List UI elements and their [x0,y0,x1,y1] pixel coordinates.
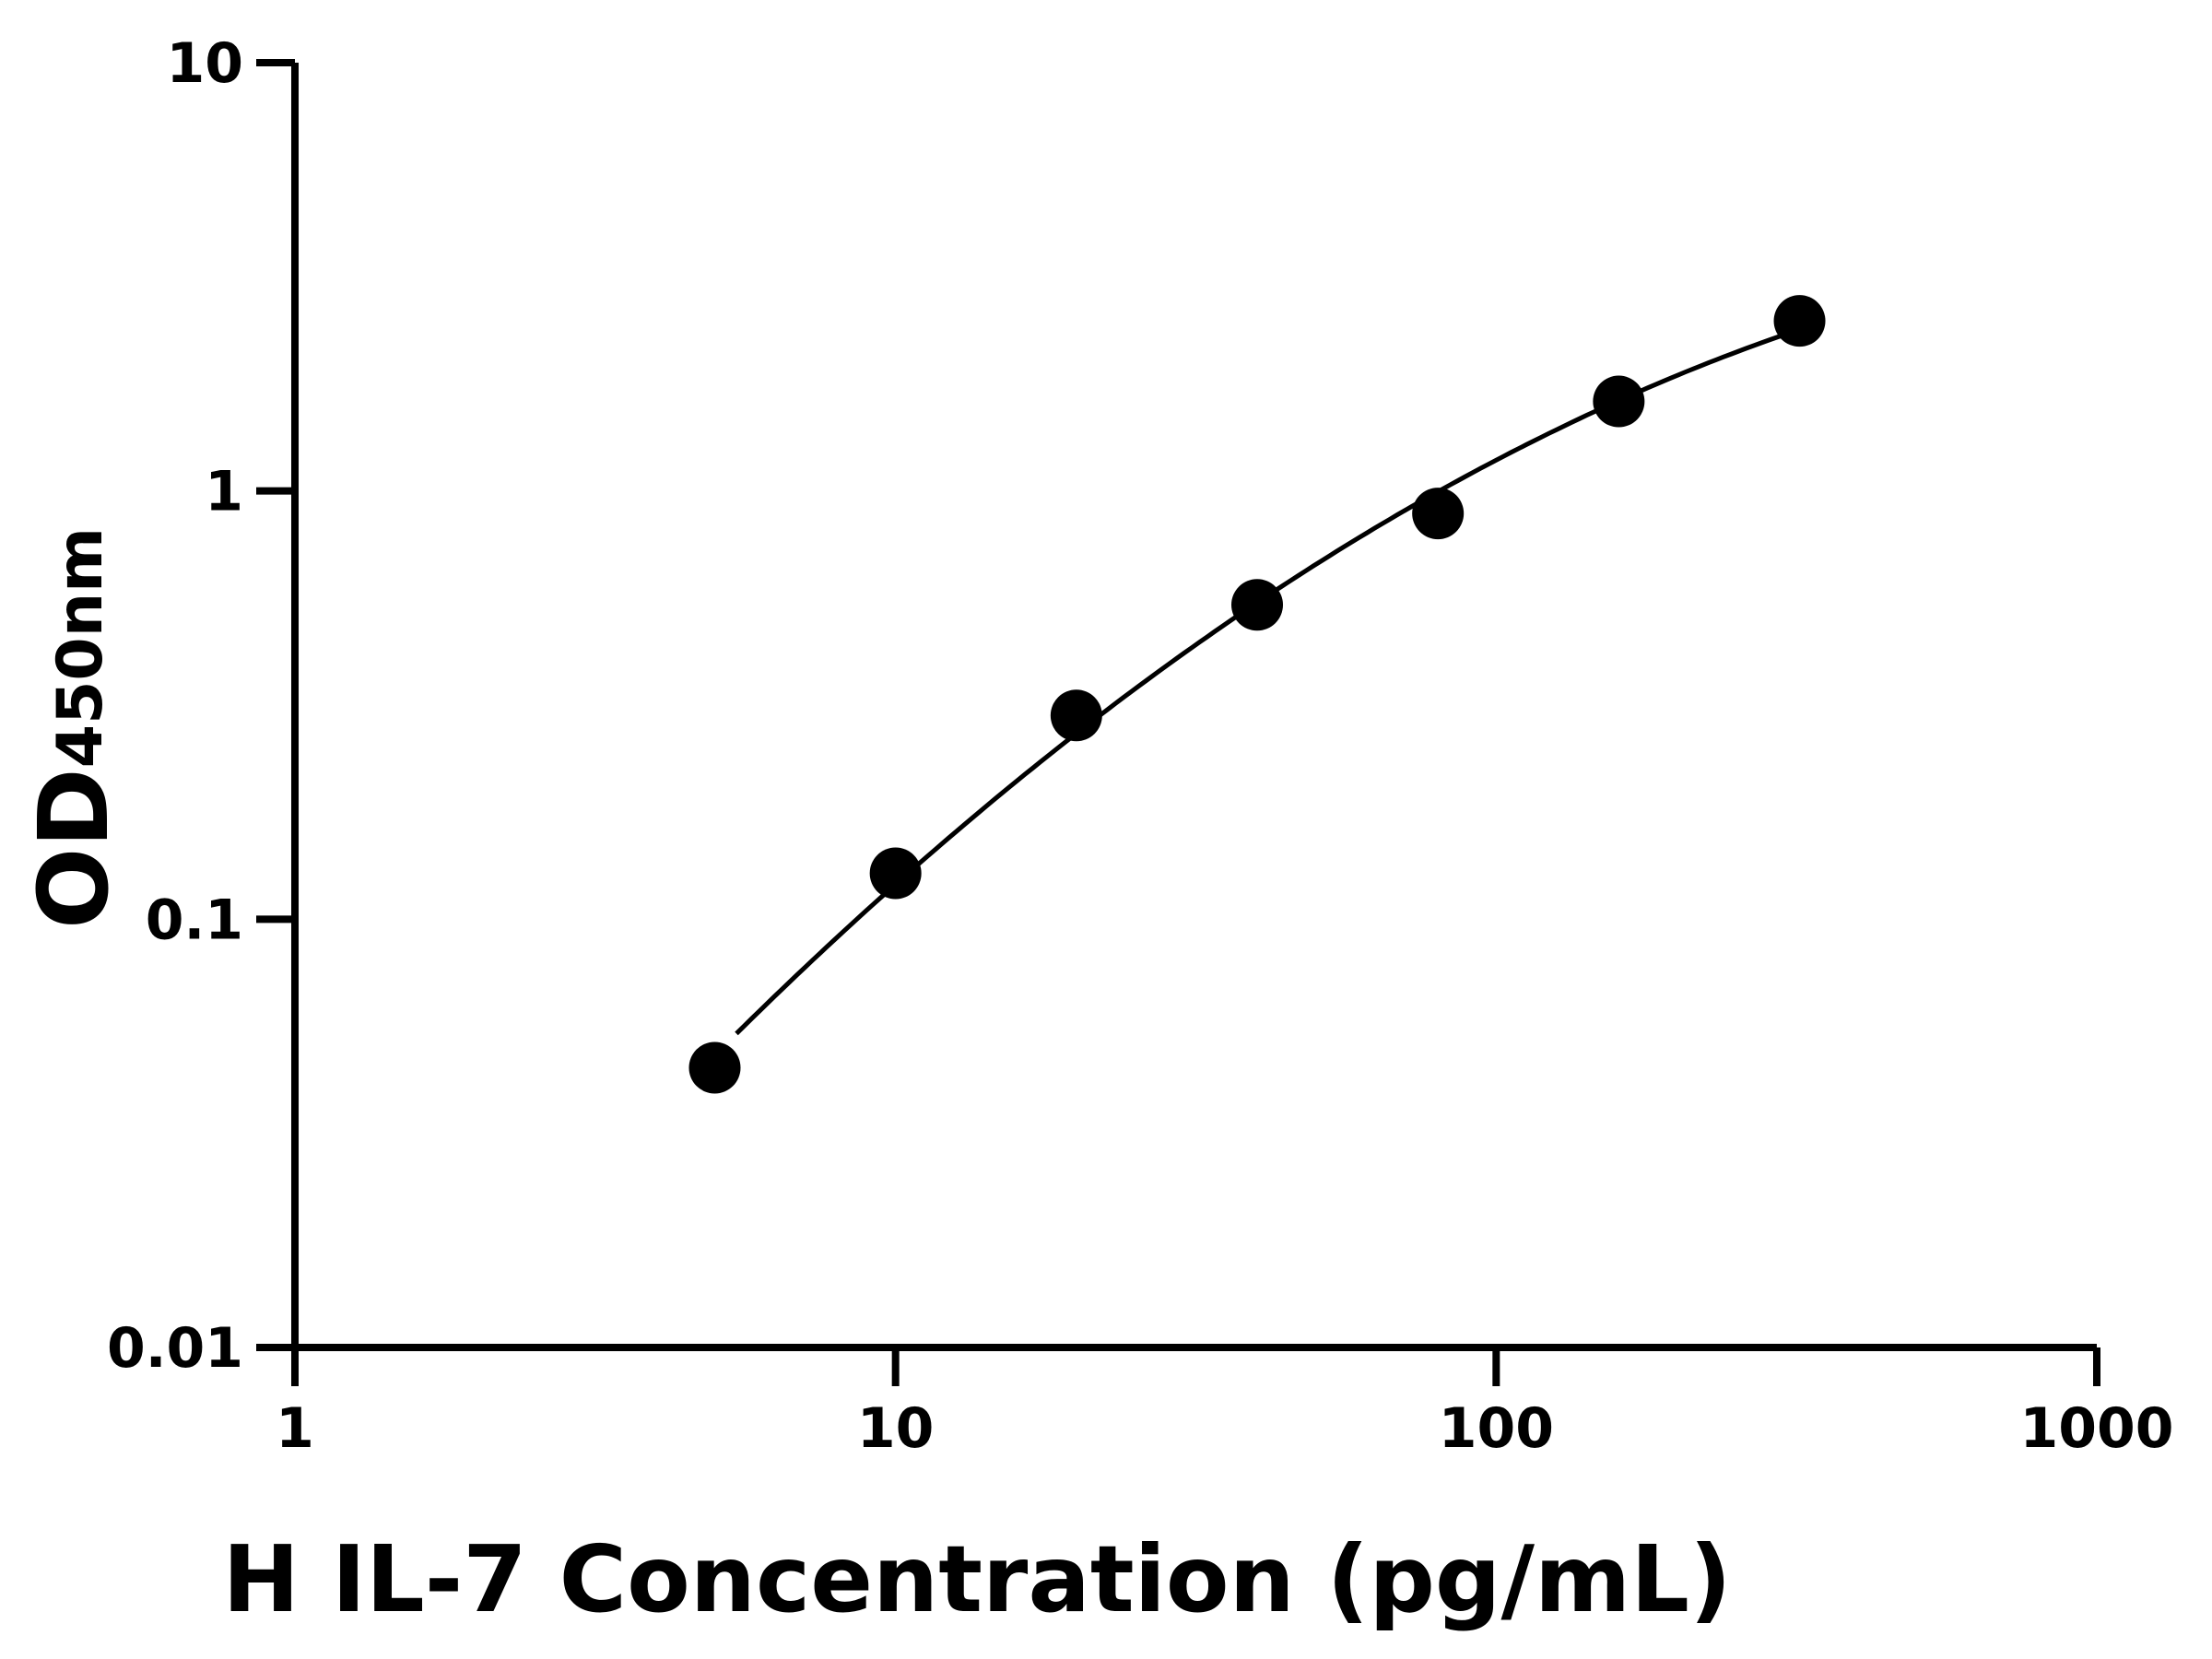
fit-curve [735,327,1801,1036]
x-tick-label: 1 [276,1396,314,1461]
data-point [1050,689,1102,742]
y-axis-title-subscript: 450nm [44,527,117,768]
data-point [1231,579,1284,631]
data-point [1593,375,1645,428]
data-point [869,847,922,900]
x-axis-ticks: 1 10 100 1000 [276,1347,2174,1461]
data-point [1412,488,1465,540]
data-point [688,1041,741,1094]
axes [291,63,2097,1351]
y-tick-label: 0.1 [146,888,243,952]
y-axis-ticks: 0.01 0.1 1 10 [107,31,295,1381]
x-axis-title: H IL-7 Concentration (pg/mL) [222,1525,1731,1633]
x-tick-label: 1000 [2020,1396,2174,1461]
y-axis-title-main: OD [18,768,130,929]
data-points [688,295,1826,1094]
y-tick-label: 10 [167,31,244,96]
x-tick-label: 100 [1439,1396,1554,1461]
y-tick-label: 1 [205,460,243,524]
y-tick-label: 0.01 [107,1316,243,1381]
x-tick-label: 10 [857,1396,935,1461]
y-axis-title: OD450nm [18,527,130,929]
fit-curve-layer [735,327,1801,1036]
data-point [1773,295,1826,347]
